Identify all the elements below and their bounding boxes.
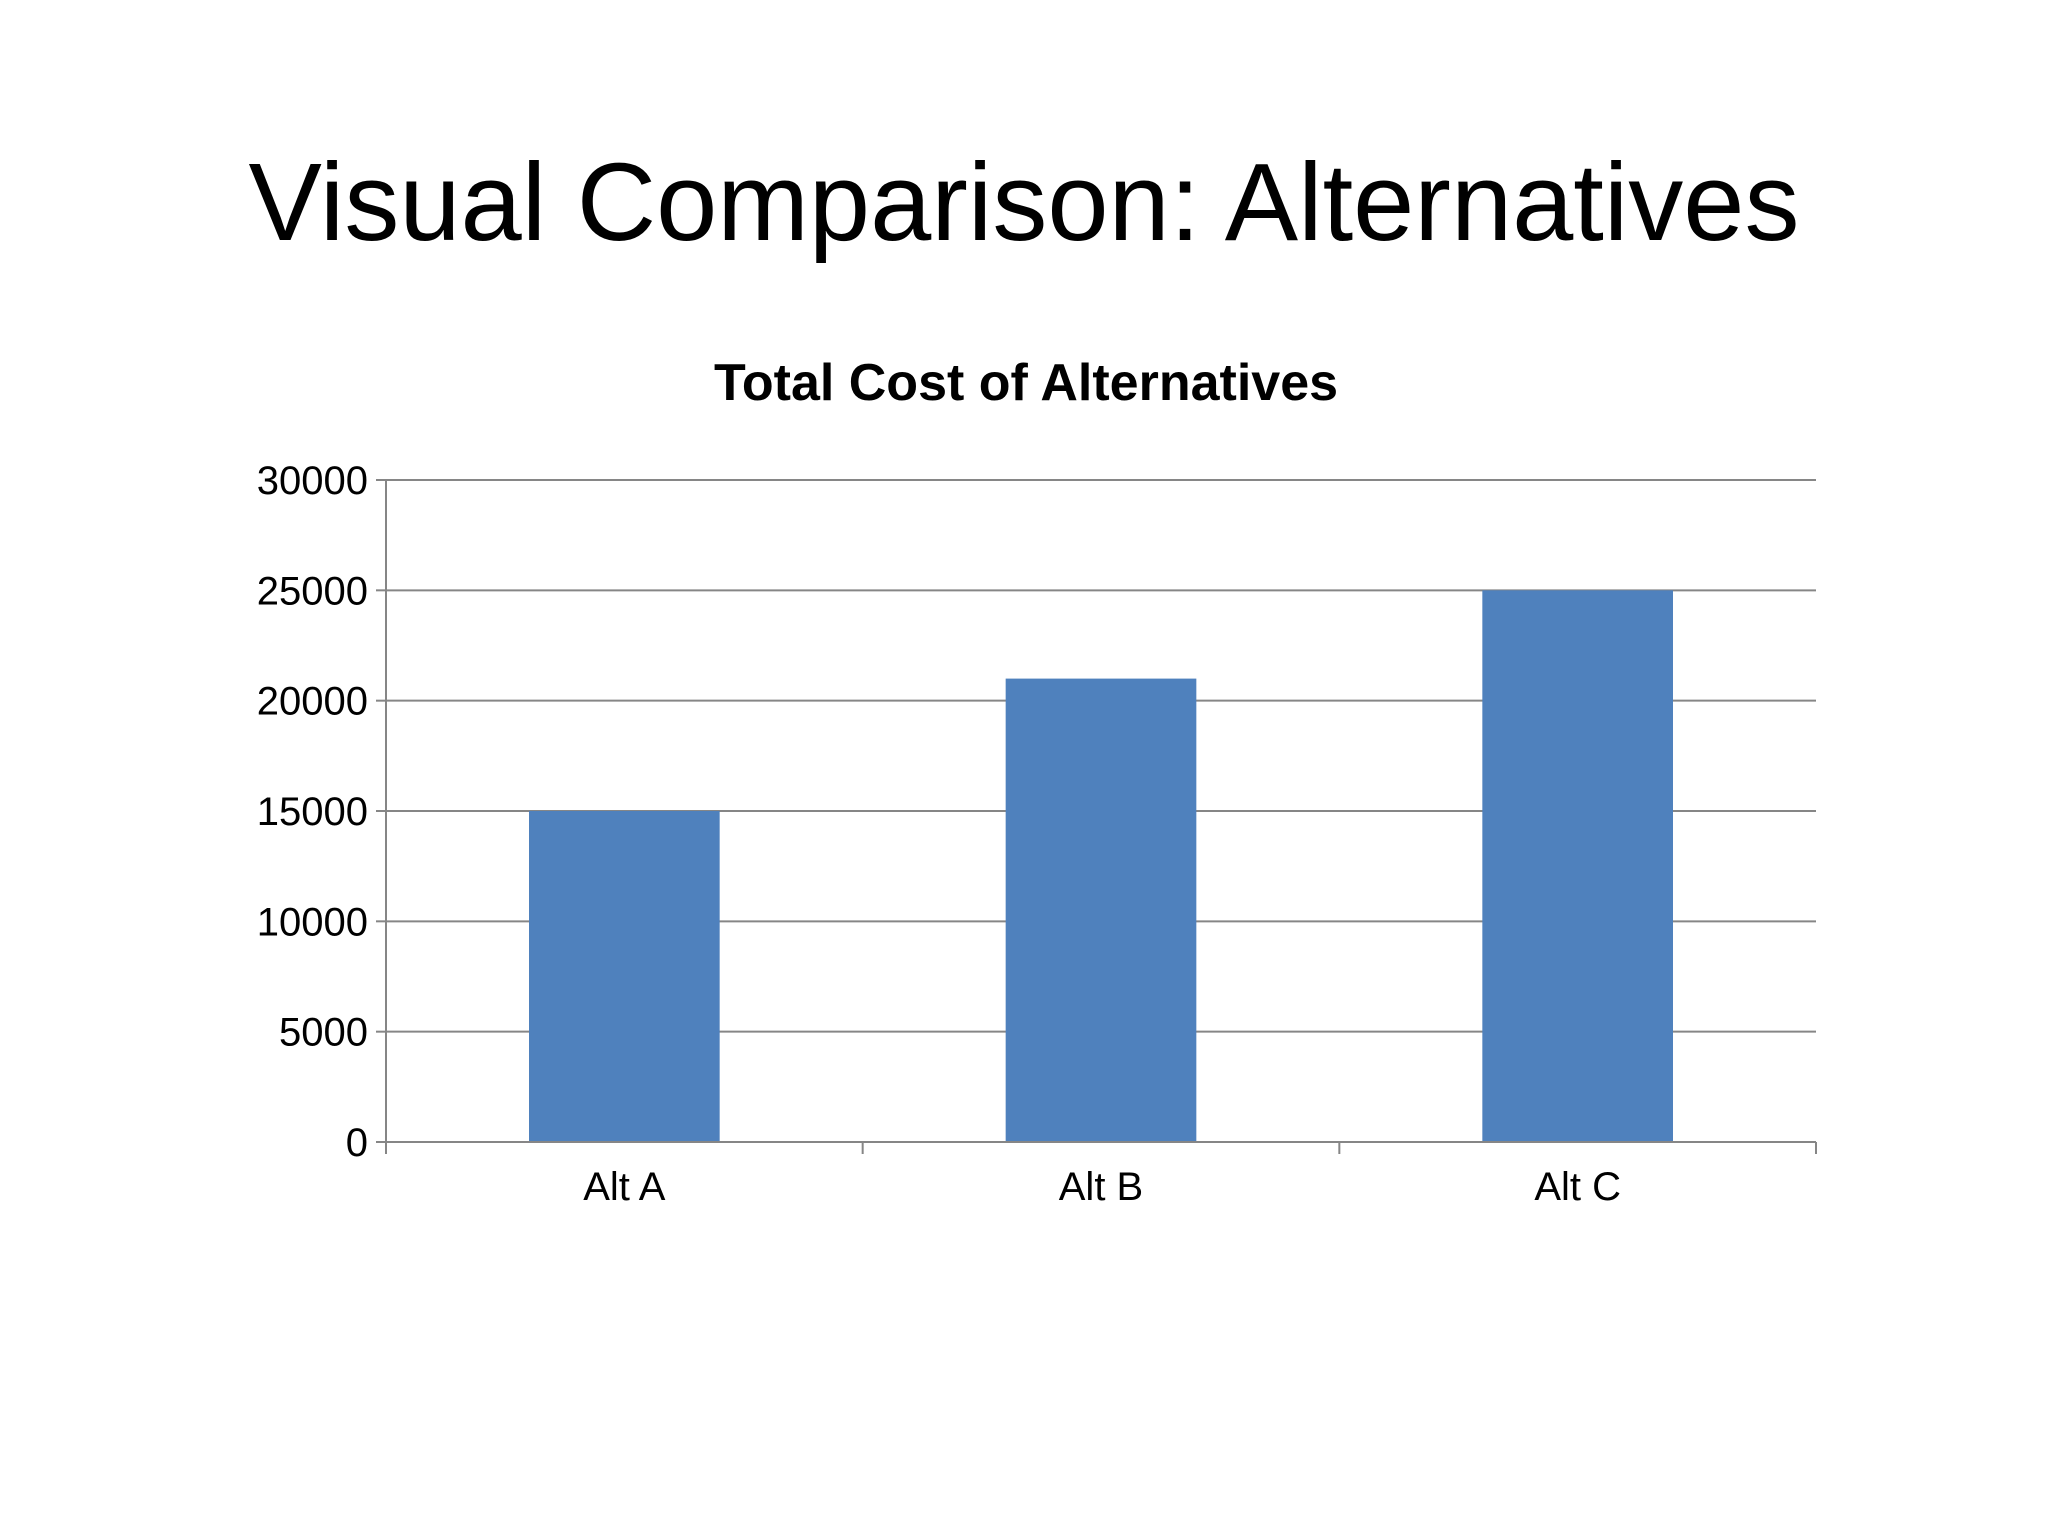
- y-tick-label: 30000: [257, 459, 368, 503]
- x-tick-label: Alt C: [1534, 1165, 1621, 1209]
- bar: [529, 811, 720, 1142]
- x-axis: Alt A Alt B Alt C: [385, 1141, 1817, 1209]
- bar: [1482, 590, 1673, 1142]
- bar: [1005, 678, 1197, 1142]
- y-axis: 0 5000 10000 15000 20000 25000 30000: [257, 459, 387, 1165]
- bars: [529, 590, 1673, 1142]
- y-tick-label: 25000: [257, 569, 368, 613]
- x-tick-label: Alt B: [1059, 1165, 1143, 1209]
- slide-title: Visual Comparison: Alternatives: [248, 141, 1800, 264]
- y-tick-label: 20000: [257, 680, 368, 724]
- chart-title: Total Cost of Alternatives: [714, 354, 1338, 412]
- y-tick-label: 10000: [257, 900, 368, 944]
- x-tick-label: Alt A: [583, 1165, 666, 1209]
- y-tick-label: 0: [346, 1121, 368, 1165]
- y-tick-label: 15000: [257, 790, 368, 834]
- y-tick-label: 5000: [279, 1011, 368, 1055]
